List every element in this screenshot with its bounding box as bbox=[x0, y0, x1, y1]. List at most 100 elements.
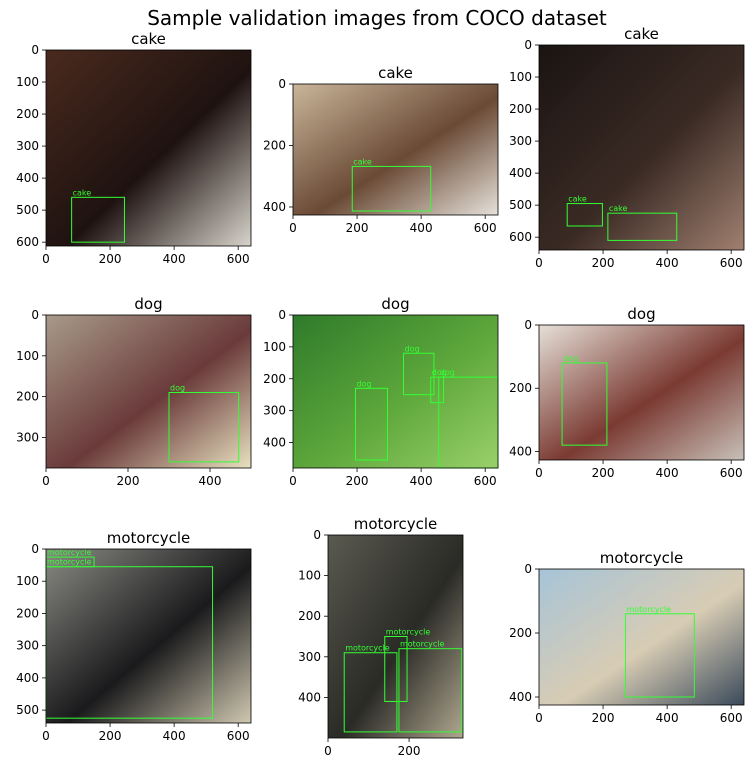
bounding-box bbox=[561, 362, 608, 446]
bounding-box bbox=[566, 203, 603, 227]
panel-title: motorcycle bbox=[107, 529, 190, 547]
figure-title: Sample validation images from COCO datas… bbox=[147, 6, 607, 30]
box-label: dog bbox=[405, 344, 420, 353]
x-tick-label: 600 bbox=[720, 256, 743, 270]
x-tick-label: 0 bbox=[42, 474, 50, 488]
bounding-box bbox=[351, 165, 432, 212]
panel-title: motorcycle bbox=[600, 549, 683, 567]
x-tick-label: 0 bbox=[535, 711, 543, 725]
y-tick-label: 400 bbox=[509, 690, 532, 704]
x-tick-label: 400 bbox=[410, 474, 433, 488]
photo-image bbox=[46, 549, 251, 723]
y-tick-label: 400 bbox=[298, 690, 321, 704]
box-label: cake bbox=[609, 204, 628, 213]
photo-image bbox=[293, 84, 498, 215]
photo-image bbox=[539, 569, 744, 705]
bounding-box bbox=[607, 212, 678, 241]
photo-image bbox=[293, 315, 498, 468]
x-tick-label: 200 bbox=[398, 744, 421, 758]
axes-frame bbox=[538, 324, 745, 461]
y-tick-label: 100 bbox=[16, 349, 39, 363]
bounding-box bbox=[354, 387, 388, 461]
bounding-box bbox=[430, 376, 445, 404]
axes-frame bbox=[45, 314, 252, 469]
y-tick-label: 0 bbox=[278, 308, 286, 322]
box-label: cake bbox=[73, 188, 92, 197]
x-tick-label: 200 bbox=[117, 474, 140, 488]
panel-title: dog bbox=[134, 295, 162, 313]
y-tick-label: 500 bbox=[16, 203, 39, 217]
axes-frame bbox=[538, 44, 745, 251]
panel-4: dog dog 0 200 400 0 100 200 300 bbox=[16, 295, 252, 488]
x-tick-label: 600 bbox=[720, 711, 743, 725]
x-tick-label: 600 bbox=[720, 466, 743, 480]
photo-image bbox=[46, 315, 251, 468]
x-tick-label: 400 bbox=[163, 729, 186, 743]
x-tick-label: 0 bbox=[42, 252, 50, 266]
panel-2: cake cake 0 200 400 600 0 200 400 bbox=[263, 64, 499, 235]
y-tick-label: 200 bbox=[509, 626, 532, 640]
x-tick-label: 200 bbox=[592, 466, 615, 480]
box-label: cake bbox=[568, 195, 587, 204]
x-tick-label: 0 bbox=[324, 744, 332, 758]
x-tick-label: 0 bbox=[289, 221, 297, 235]
axes-frame bbox=[45, 548, 252, 724]
box-label: dog bbox=[440, 368, 455, 377]
y-tick-label: 500 bbox=[509, 198, 532, 212]
x-tick-label: 0 bbox=[535, 256, 543, 270]
y-tick-label: 300 bbox=[298, 650, 321, 664]
y-tick-label: 0 bbox=[31, 542, 39, 556]
box-label: dog bbox=[563, 354, 578, 363]
y-tick-label: 600 bbox=[16, 235, 39, 249]
box-label: dog bbox=[432, 368, 447, 377]
panel-title: cake bbox=[624, 25, 659, 43]
photo-image bbox=[539, 325, 744, 460]
x-tick-label: 400 bbox=[656, 256, 679, 270]
x-tick-label: 200 bbox=[99, 729, 122, 743]
panel-8: motorcycle motorcycle motorcycle motorcycle… bbox=[298, 515, 464, 758]
x-tick-label: 200 bbox=[592, 256, 615, 270]
x-tick-label: 600 bbox=[474, 221, 497, 235]
bounding-box bbox=[384, 636, 408, 702]
y-tick-label: 100 bbox=[16, 75, 39, 89]
x-tick-label: 200 bbox=[592, 711, 615, 725]
axes-frame bbox=[327, 534, 464, 739]
x-tick-label: 200 bbox=[99, 252, 122, 266]
box-label: dog bbox=[170, 384, 185, 393]
x-tick-label: 600 bbox=[227, 729, 250, 743]
y-tick-label: 300 bbox=[16, 139, 39, 153]
y-tick-label: 0 bbox=[313, 528, 321, 542]
x-tick-label: 400 bbox=[656, 711, 679, 725]
y-tick-label: 400 bbox=[16, 171, 39, 185]
bounding-box bbox=[71, 196, 125, 243]
axes-frame bbox=[292, 314, 499, 469]
y-tick-label: 0 bbox=[278, 77, 286, 91]
y-tick-label: 200 bbox=[509, 381, 532, 395]
panel-title: dog bbox=[381, 295, 409, 313]
y-tick-label: 0 bbox=[524, 318, 532, 332]
y-tick-label: 200 bbox=[509, 102, 532, 116]
bounding-box bbox=[168, 392, 240, 463]
y-tick-label: 100 bbox=[16, 574, 39, 588]
y-tick-label: 100 bbox=[298, 569, 321, 583]
bounding-box bbox=[343, 652, 398, 733]
box-label: motorcycle bbox=[345, 644, 390, 653]
y-tick-label: 400 bbox=[263, 200, 286, 214]
x-tick-label: 400 bbox=[163, 252, 186, 266]
y-tick-label: 300 bbox=[16, 639, 39, 653]
x-tick-label: 0 bbox=[42, 729, 50, 743]
y-tick-label: 0 bbox=[31, 43, 39, 57]
y-tick-label: 300 bbox=[509, 134, 532, 148]
x-tick-label: 200 bbox=[346, 221, 369, 235]
y-tick-label: 100 bbox=[263, 340, 286, 354]
panel-title: dog bbox=[627, 305, 655, 323]
panel-6: dog dog 0 200 400 600 0 200 400 bbox=[509, 305, 745, 480]
y-tick-label: 400 bbox=[509, 444, 532, 458]
y-tick-label: 300 bbox=[263, 404, 286, 418]
axes-frame bbox=[292, 83, 499, 216]
y-tick-label: 200 bbox=[263, 139, 286, 153]
box-label: cake bbox=[353, 157, 372, 166]
y-tick-label: 0 bbox=[524, 38, 532, 52]
